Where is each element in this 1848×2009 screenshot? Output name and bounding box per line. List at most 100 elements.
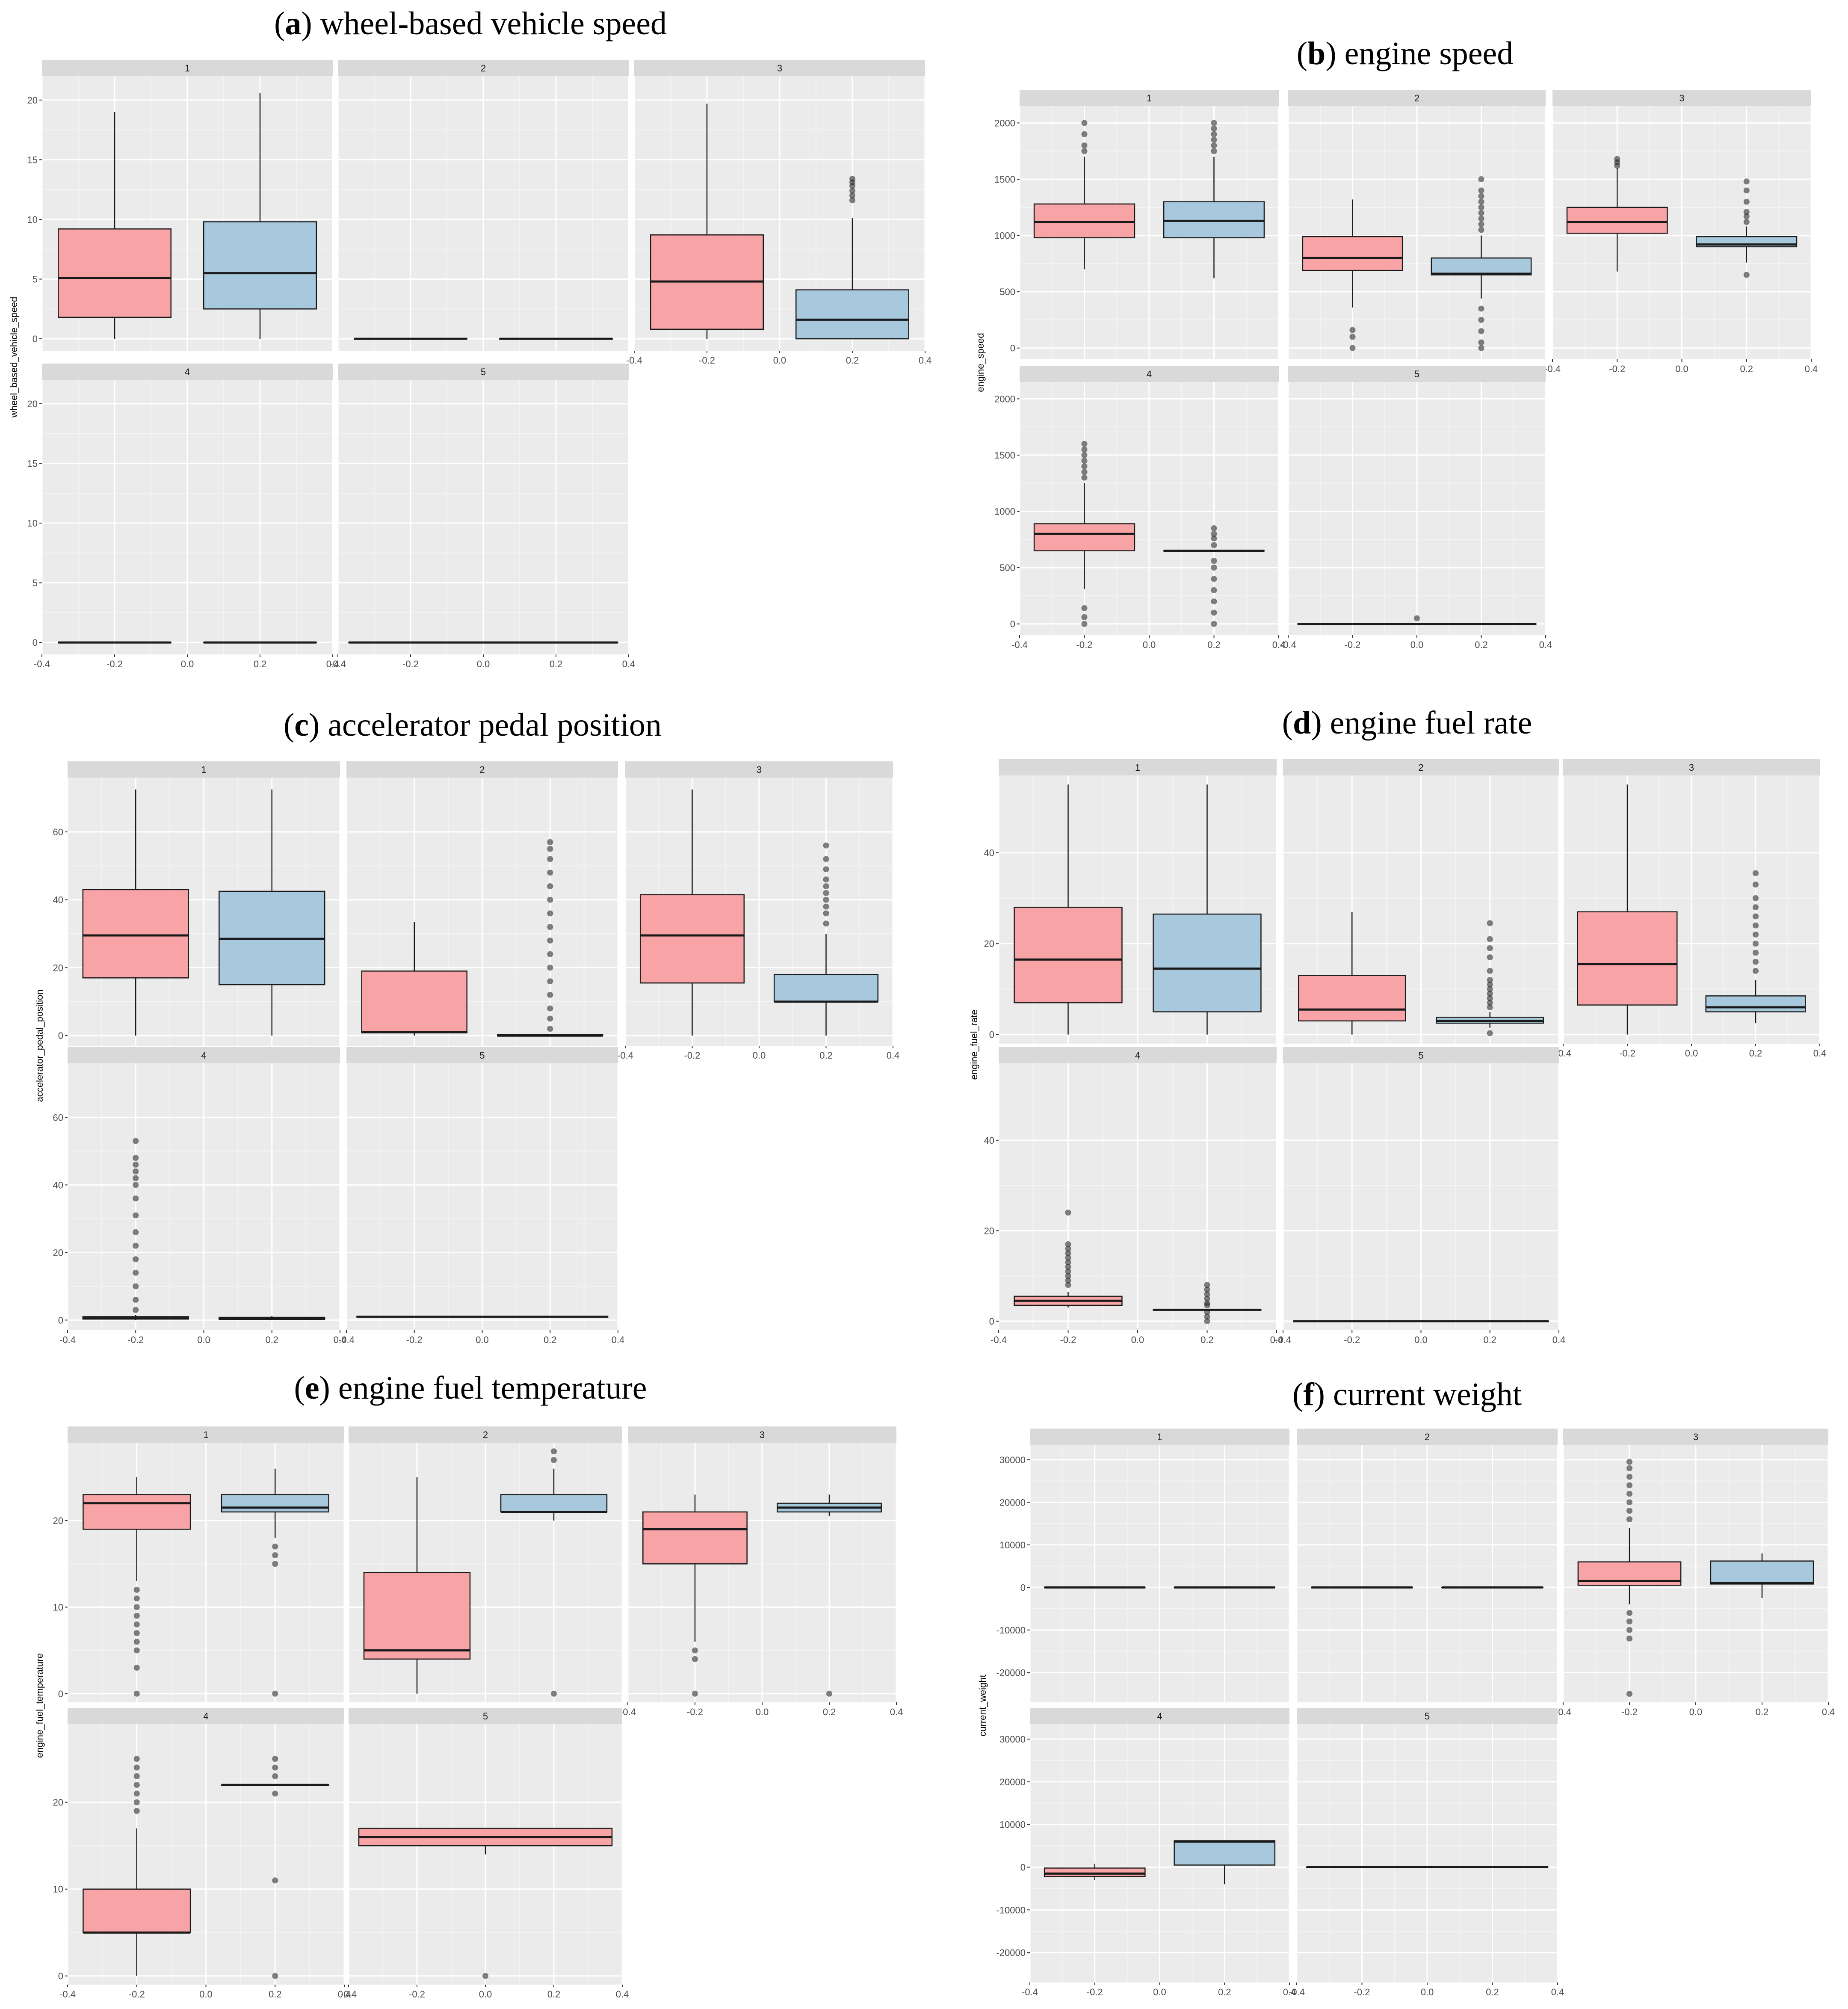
x-tick-label: 0.0 xyxy=(1421,1987,1434,1997)
outlier-point xyxy=(1204,1300,1210,1306)
title-paren-close: ) xyxy=(319,1370,338,1406)
x-tick-label: 0.2 xyxy=(1207,639,1221,650)
title-letter: a xyxy=(285,6,301,41)
box-body xyxy=(203,221,317,310)
outlier-point xyxy=(1743,198,1750,205)
outlier-point xyxy=(547,965,553,971)
outlier-point xyxy=(272,1877,278,1884)
x-tick-label: 0.4 xyxy=(1272,639,1286,650)
outlier-point xyxy=(1081,120,1088,126)
chart-f: (f) current weight current_weight 1 -20000 -… xyxy=(977,1376,1835,1997)
box-body xyxy=(1033,203,1135,239)
y-tick-label: 20000 xyxy=(999,1777,1026,1787)
box-blue xyxy=(1163,525,1265,627)
outlier-point xyxy=(133,1799,140,1805)
x-tick-label: 0.0 xyxy=(1131,1334,1144,1345)
x-tick-label: 0.0 xyxy=(1153,1987,1166,1997)
facet-strip xyxy=(338,364,629,380)
outlier-point xyxy=(1065,1282,1071,1288)
outlier-point xyxy=(133,1182,139,1188)
outlier-point xyxy=(1753,922,1759,929)
outlier-point xyxy=(133,1665,140,1671)
outlier-point xyxy=(1204,1295,1210,1302)
facet-label: 2 xyxy=(483,1429,488,1440)
box-body xyxy=(639,894,745,984)
facet-label: 3 xyxy=(1689,762,1694,773)
x-tick-label: -0.2 xyxy=(129,1989,145,2000)
outlier-point xyxy=(1081,474,1088,481)
outlier-point xyxy=(1743,178,1750,185)
y-tick-label: 2000 xyxy=(994,394,1015,404)
outlier-point xyxy=(692,1690,698,1697)
outlier-point xyxy=(1487,981,1493,988)
outlier-point xyxy=(1065,1268,1071,1275)
y-tick-label: 60 xyxy=(53,1112,63,1123)
y-tick-label: -10000 xyxy=(996,1905,1026,1915)
y-tick-label: 0 xyxy=(33,637,38,648)
title-text: engine fuel rate xyxy=(1330,705,1532,741)
chart-d: (d) engine fuel rateengine_fuel_rate1020… xyxy=(969,705,1826,1345)
y-tick-label: 0 xyxy=(1020,1862,1026,1873)
outlier-point xyxy=(133,1307,139,1313)
facet-3: 3 -0.4 -0.2 0.0 0.2 0.4 xyxy=(626,60,931,366)
outlier-point xyxy=(1065,1250,1071,1257)
outlier-point xyxy=(1753,931,1759,938)
facet-5: 5 -0.4 -0.2 0.0 0.2 0.4 xyxy=(338,1047,624,1345)
box-body xyxy=(1163,201,1265,239)
y-tick-label: 10000 xyxy=(999,1820,1026,1830)
facet-label: 4 xyxy=(1135,1050,1140,1061)
x-tick-label: 0.0 xyxy=(476,1334,489,1345)
x-tick-label: 0.0 xyxy=(1410,639,1424,650)
box-blue xyxy=(1696,178,1798,278)
x-tick-label: -0.2 xyxy=(1621,1707,1638,1717)
x-tick-label: 0.2 xyxy=(1200,1334,1214,1345)
x-tick-label: 0.0 xyxy=(197,1334,210,1345)
outlier-point xyxy=(823,903,829,910)
facet-label: 2 xyxy=(479,764,485,775)
y-tick-label: 0 xyxy=(989,1316,994,1327)
outlier-point xyxy=(1211,142,1217,149)
facet-label: 1 xyxy=(1135,762,1140,773)
box-body xyxy=(58,228,171,318)
outlier-point xyxy=(133,1782,140,1788)
outlier-point xyxy=(1065,1259,1071,1266)
x-tick-label: 0.2 xyxy=(823,1707,836,1717)
facet-strip xyxy=(1563,1429,1828,1445)
facet-4: 4 0 5 10 15 20 -0.4 -0.2 0.0 0.2 0.4 xyxy=(27,364,339,669)
x-tick-label: 0.2 xyxy=(1756,1707,1769,1717)
outlier-point xyxy=(1349,345,1356,351)
outlier-point xyxy=(272,1773,278,1779)
x-tick-label: 0.4 xyxy=(1552,1334,1566,1345)
y-axis-label: wheel_based_vehicle_speed xyxy=(9,297,19,418)
outlier-point xyxy=(1487,995,1493,1001)
facet-strip xyxy=(1020,366,1279,382)
outlier-point xyxy=(1626,1610,1632,1616)
outlier-point xyxy=(1478,210,1484,216)
facet-strip xyxy=(349,1708,622,1724)
facet-3: 3 -0.4 -0.2 0.0 0.2 0.4 xyxy=(620,1426,903,1717)
outlier-point xyxy=(133,1256,139,1263)
outlier-point xyxy=(1487,1004,1493,1010)
title-paren-open: ( xyxy=(1297,36,1307,71)
outlier-point xyxy=(1065,1263,1071,1270)
box-body xyxy=(1033,523,1135,551)
outlier-point xyxy=(823,910,829,917)
box-blue xyxy=(1174,1840,1276,1885)
y-tick-label: 20 xyxy=(53,1515,63,1526)
y-tick-label: 1000 xyxy=(994,506,1015,517)
outlier-point xyxy=(133,1764,140,1771)
x-tick-label: 0.4 xyxy=(1551,1987,1564,1997)
outlier-point xyxy=(1487,1000,1493,1006)
outlier-point xyxy=(547,910,553,917)
facet-strip xyxy=(68,1426,344,1443)
facet-label: 2 xyxy=(1418,762,1423,773)
outlier-point xyxy=(1081,142,1088,149)
y-tick-label: -20000 xyxy=(996,1667,1026,1678)
x-tick-label: 0.0 xyxy=(1685,1048,1698,1059)
facet-2: 2 xyxy=(1296,1429,1558,1702)
outlier-point xyxy=(1065,1241,1071,1248)
outlier-point xyxy=(1487,1030,1493,1036)
title-text: accelerator pedal position xyxy=(328,707,662,743)
y-tick-label: 20 xyxy=(984,938,994,949)
